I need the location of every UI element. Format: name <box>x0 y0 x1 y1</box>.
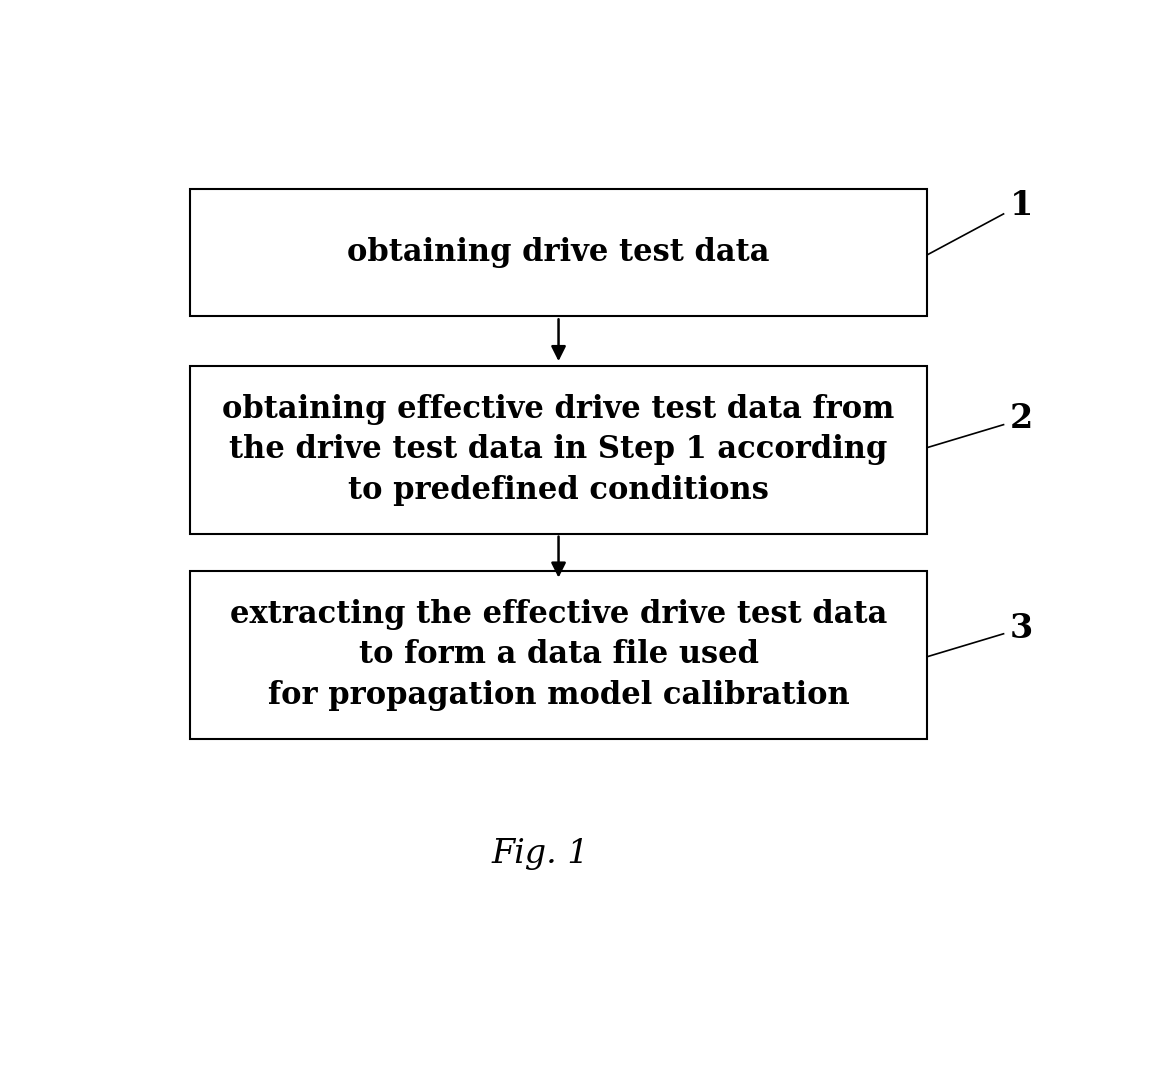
Text: 3: 3 <box>1010 611 1034 644</box>
Text: extracting the effective drive test data
to form a data file used
for propagatio: extracting the effective drive test data… <box>230 599 887 710</box>
Text: obtaining effective drive test data from
the drive test data in Step 1 according: obtaining effective drive test data from… <box>223 394 894 506</box>
Text: Fig. 1: Fig. 1 <box>492 837 589 869</box>
Bar <box>190 365 927 534</box>
Bar <box>190 571 927 739</box>
Text: 2: 2 <box>1010 403 1034 436</box>
Bar <box>190 190 927 316</box>
Text: obtaining drive test data: obtaining drive test data <box>347 237 770 268</box>
Text: 1: 1 <box>1010 190 1034 223</box>
